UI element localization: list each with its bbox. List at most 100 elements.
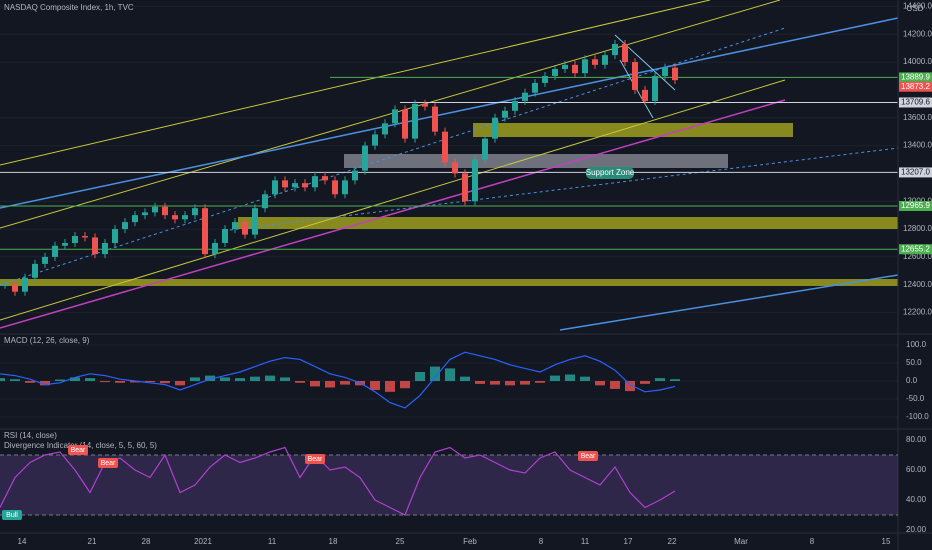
candle	[62, 242, 68, 246]
candle	[232, 222, 238, 230]
candle	[402, 109, 408, 139]
y-tick-label: 0.0	[906, 376, 918, 385]
x-tick-label: Feb	[463, 537, 477, 546]
candle	[422, 103, 428, 107]
candle	[132, 215, 138, 223]
signal-label-bg	[98, 458, 118, 468]
x-tick-label: 11	[268, 537, 277, 546]
histogram-bar	[145, 381, 155, 383]
histogram-bar	[265, 375, 275, 381]
x-tick-label: 11	[581, 537, 590, 546]
zone	[0, 279, 898, 286]
signal-label: Bear	[308, 456, 323, 463]
histogram-bar	[310, 381, 320, 387]
candle	[472, 159, 478, 202]
histogram-bar	[535, 381, 545, 383]
histogram-bar	[40, 381, 50, 386]
x-tick-label: 17	[624, 537, 633, 546]
y-tick-label: 12400.0	[903, 280, 932, 289]
candle	[302, 183, 308, 188]
zone	[238, 217, 898, 229]
candle	[332, 180, 338, 195]
y-tick-label: 50.0	[906, 358, 922, 367]
candle	[392, 109, 398, 124]
price-tag-label: 13207.0	[901, 168, 930, 177]
histogram-bar	[415, 372, 425, 381]
y-tick-label: 12800.0	[903, 224, 932, 233]
histogram-bar	[70, 377, 80, 381]
macd-title: MACD (12, 26, close, 9)	[4, 336, 90, 345]
price-tag	[899, 200, 932, 211]
histogram-bar	[0, 378, 5, 381]
price-tag-label: 12965.9	[901, 201, 930, 210]
histogram-bar	[400, 381, 410, 389]
histogram-bar	[430, 366, 440, 381]
candle	[352, 170, 358, 181]
candle	[522, 92, 528, 102]
annotation-bubble	[586, 167, 634, 179]
histogram-bar	[160, 381, 170, 384]
candle	[372, 134, 378, 146]
candle	[72, 236, 78, 243]
candle	[362, 145, 368, 171]
candle	[92, 237, 98, 255]
x-tick-label: 14	[18, 537, 27, 546]
currency: USD	[907, 4, 924, 13]
candle	[562, 64, 568, 70]
y-tick-label: 100.0	[906, 340, 927, 349]
drawings	[0, 0, 899, 331]
candle	[152, 206, 158, 213]
candle	[452, 162, 458, 174]
histogram-bar	[250, 376, 260, 381]
candle	[292, 183, 298, 188]
levels	[0, 76, 898, 250]
candle	[622, 43, 628, 63]
price-tag	[899, 244, 932, 255]
macd-line	[0, 351, 676, 409]
candle	[282, 180, 288, 188]
y-tick-label: 80.00	[906, 435, 927, 444]
indicators: Bear Bear Bear Bear Bull	[0, 351, 898, 520]
histogram-bar	[220, 377, 230, 381]
candle	[482, 138, 488, 160]
candle	[432, 106, 438, 132]
candle	[642, 89, 648, 102]
candle	[382, 123, 388, 135]
histogram-bar	[190, 377, 200, 381]
candle	[2, 284, 8, 286]
candle	[212, 242, 218, 255]
candle	[22, 277, 28, 292]
candle	[462, 173, 468, 202]
annotation: Support Zone	[586, 168, 635, 177]
price-tag	[899, 81, 932, 92]
candle	[552, 69, 558, 76]
signal-label-bg	[305, 454, 325, 464]
candle	[112, 229, 118, 243]
candle	[592, 59, 598, 65]
histogram-bar	[655, 378, 665, 381]
y-tick-label: 40.00	[906, 495, 927, 504]
histogram-bar	[25, 381, 35, 383]
candle	[102, 242, 108, 255]
x-tick-label: 25	[396, 537, 405, 546]
trend-line	[0, 0, 781, 229]
histogram-bar	[385, 381, 395, 392]
candle	[122, 222, 128, 230]
histogram-bar	[130, 381, 140, 383]
histogram-bar	[475, 381, 485, 384]
y-tick-label: 13600.0	[903, 113, 932, 122]
histogram-bar	[565, 374, 575, 381]
histogram-bar	[670, 379, 680, 381]
histogram-bar	[325, 381, 335, 388]
candle	[662, 67, 668, 76]
x-tick-label: 18	[329, 537, 338, 546]
histogram-bar	[445, 368, 455, 381]
y-tick-label: 13000.0	[903, 196, 932, 205]
candle	[42, 256, 48, 264]
candle	[242, 222, 248, 235]
zone	[473, 123, 793, 137]
candle	[222, 229, 228, 243]
price-tag-label: 12655.2	[901, 244, 930, 253]
y-tick-label: 14000.0	[903, 57, 932, 66]
signal-label: Bull	[6, 512, 18, 519]
